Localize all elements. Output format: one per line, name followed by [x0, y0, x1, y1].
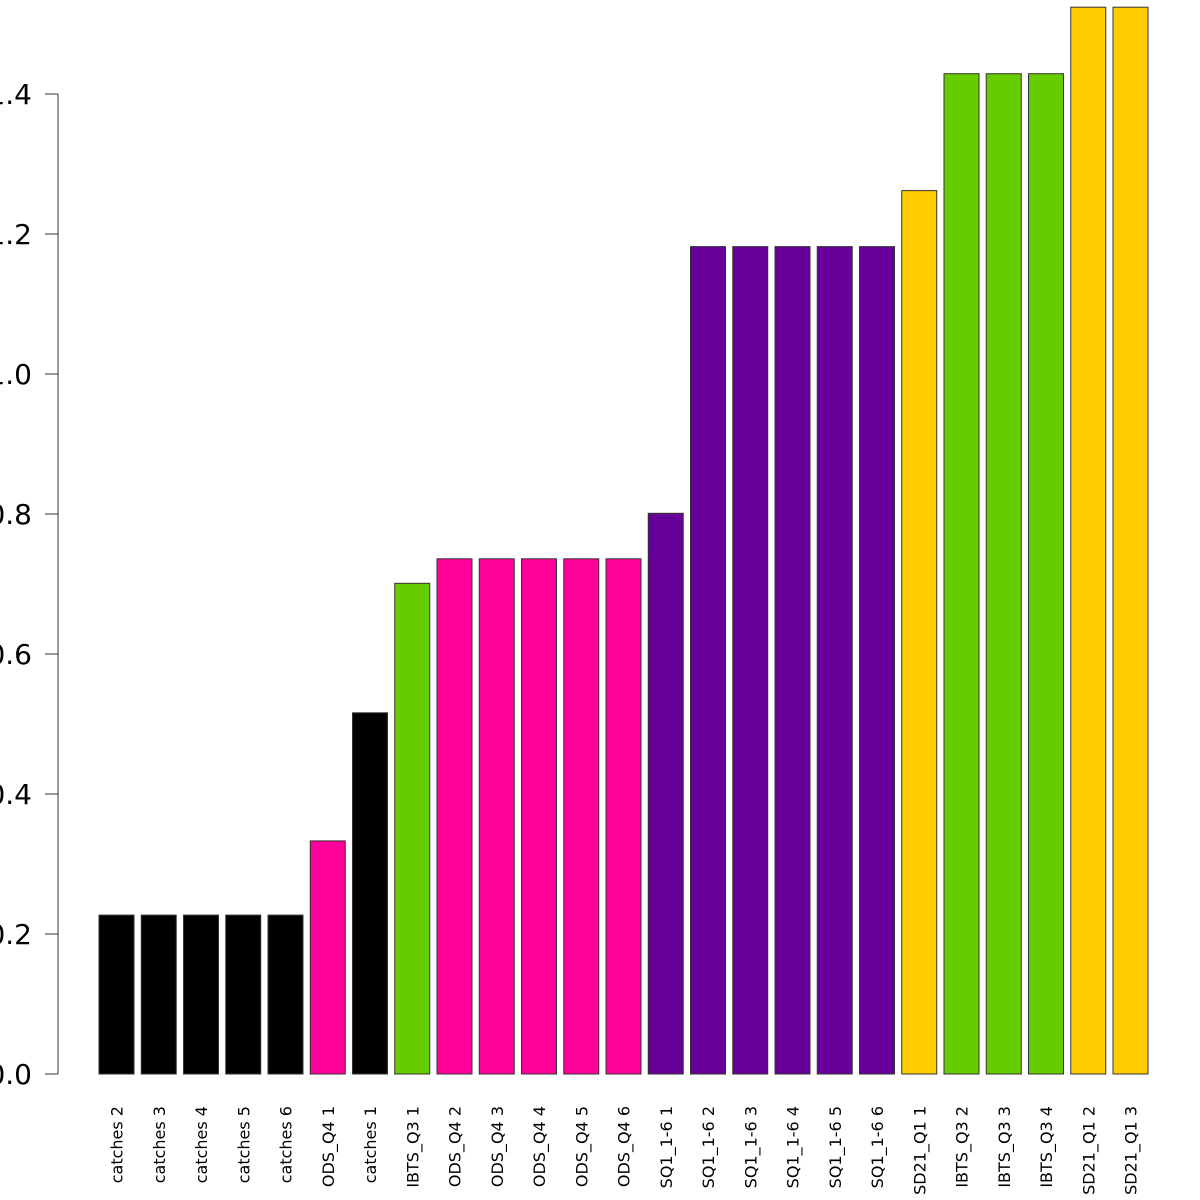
bar-11 — [521, 558, 557, 1075]
bar-19 — [859, 246, 895, 1075]
y-tick-label: 0.4 — [0, 778, 32, 811]
x-tick-label: ODS_Q4 6 — [615, 1106, 635, 1187]
x-tick-label: IBTS_Q3 4 — [1037, 1106, 1057, 1188]
y-tick-label: 0.2 — [0, 918, 32, 951]
bars-group — [98, 6, 1149, 1075]
bar-4 — [225, 914, 262, 1075]
bar-16 — [732, 246, 769, 1075]
bar-8 — [394, 582, 431, 1075]
x-tick-label: SQ1_1-6 2 — [699, 1106, 719, 1188]
y-tick-label: 1.4 — [0, 78, 32, 111]
bar-15 — [690, 246, 726, 1075]
bar-5 — [267, 914, 304, 1075]
bar-22 — [985, 73, 1022, 1075]
x-tick-label: catches 6 — [277, 1106, 296, 1183]
bar-23 — [1028, 73, 1064, 1075]
bar-10 — [478, 558, 515, 1075]
bar-9 — [436, 558, 473, 1075]
x-tick-label: ODS_Q4 2 — [446, 1106, 466, 1187]
bar-24 — [1070, 6, 1107, 1075]
bar-12 — [563, 558, 600, 1075]
x-tick-label: SQ1_1-6 4 — [784, 1106, 804, 1188]
bar-14 — [647, 512, 684, 1075]
x-tick-label: SD21_Q1 2 — [1079, 1106, 1099, 1195]
x-tick-label: IBTS_Q3 2 — [953, 1106, 973, 1188]
x-tick-label: SD21_Q1 1 — [910, 1106, 930, 1195]
y-axis: 0.0 0.2 0.4 0.6 0.8 1.0 1.2 1.4 — [0, 78, 59, 1091]
x-tick-label: catches 4 — [192, 1106, 211, 1183]
x-tick-label: ODS_Q4 4 — [530, 1106, 550, 1187]
bar-25 — [1112, 6, 1149, 1075]
y-tick-label: 1.2 — [0, 218, 32, 251]
x-tick-label: IBTS_Q3 3 — [995, 1106, 1015, 1188]
x-tick-label: SD21_Q1 3 — [1122, 1106, 1142, 1195]
bar-21 — [943, 73, 980, 1075]
x-tick-label: catches 3 — [150, 1106, 169, 1183]
bar-13 — [605, 558, 642, 1075]
x-tick-label: SQ1_1-6 3 — [741, 1106, 761, 1188]
x-tick-label: ODS_Q4 5 — [572, 1106, 592, 1187]
x-tick-label: SQ1_1-6 5 — [826, 1106, 846, 1188]
y-tick-label: 0.0 — [0, 1058, 32, 1091]
x-tick-label: catches 2 — [108, 1106, 127, 1183]
x-tick-label: SQ1_1-6 1 — [657, 1106, 677, 1188]
x-tick-label: SQ1_1-6 6 — [868, 1106, 888, 1188]
x-tick-label: ODS_Q4 1 — [319, 1106, 339, 1187]
y-tick-label: 1.0 — [0, 358, 32, 391]
x-tick-label: catches 5 — [234, 1106, 253, 1183]
bar-2 — [140, 914, 177, 1075]
x-tick-label: IBTS_Q3 1 — [403, 1106, 423, 1188]
bar-7 — [352, 712, 388, 1075]
bar-6 — [309, 840, 346, 1075]
x-tick-label: ODS_Q4 3 — [488, 1106, 508, 1187]
bar-3 — [183, 914, 219, 1075]
bar-1 — [98, 914, 135, 1075]
bar-20 — [901, 190, 938, 1075]
x-tick-label: catches 1 — [361, 1106, 380, 1183]
bar-17 — [774, 246, 811, 1075]
y-tick-label: 0.8 — [0, 498, 32, 531]
y-tick-label: 0.6 — [0, 638, 32, 671]
x-axis-labels: catches 2 catches 3 catches 4 catches 5 catc… — [108, 1106, 1142, 1195]
bar-18 — [816, 246, 853, 1075]
